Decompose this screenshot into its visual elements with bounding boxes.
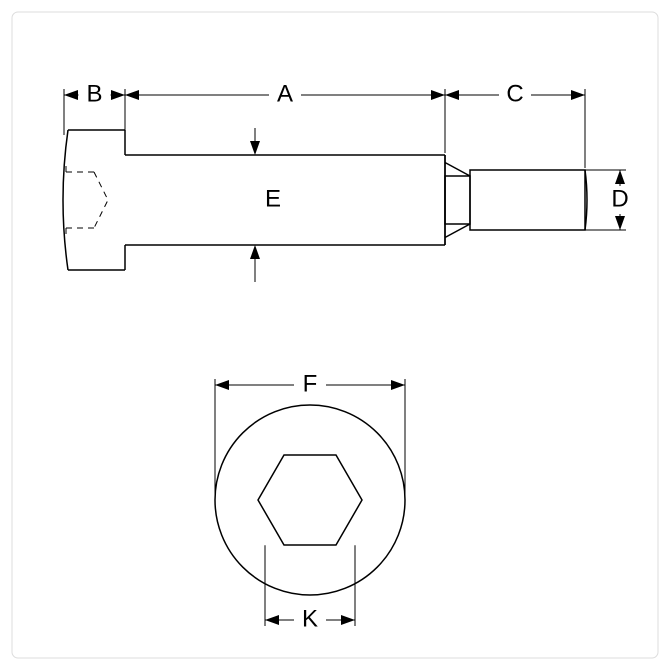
dim-A: A: [277, 80, 293, 107]
dim-B: B: [86, 80, 102, 107]
dim-F: F: [303, 370, 318, 397]
technical-drawing: B A C D E F K: [0, 0, 670, 670]
dim-D: D: [611, 185, 628, 212]
dim-C: C: [506, 80, 523, 107]
dim-K: K: [302, 605, 318, 632]
dim-E: E: [265, 185, 281, 212]
head-circle: [215, 405, 405, 595]
